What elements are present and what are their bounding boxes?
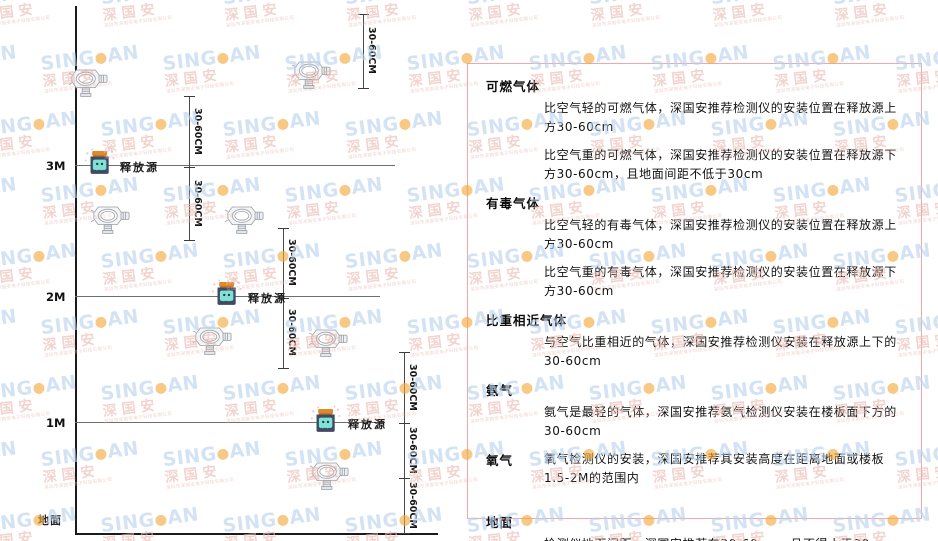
dimension-tick xyxy=(184,167,195,168)
section-heading-toxic-gas: 有毒气体 xyxy=(486,196,541,211)
level-label-3m: 3M xyxy=(46,159,66,173)
dimension-tick xyxy=(399,352,410,353)
dimension-tick xyxy=(184,96,195,97)
section-toxic-gas: 有毒气体 比空气轻的有毒气体，深国安推荐检测仪的安装位置在释放源上方30-60cm… xyxy=(486,193,907,301)
dimension-label: 30-60CM xyxy=(286,309,297,356)
dimension-label: 30-60CM xyxy=(407,363,418,411)
section-text-toxic-gas-2: 比空气重的有毒气体，深国安推荐检测仪的安装位置在释放源下方30-60cm xyxy=(544,265,897,298)
section-ground: 地面检测仪地面间距，深国安推荐在30-60cm，且不得小于30cm，因为过低容易… xyxy=(486,512,907,541)
dimension-tick xyxy=(399,423,410,424)
gas-detector-icon xyxy=(307,457,351,491)
section-similar-density-gas: 比重相近气体与空气比重相近的气体，深国安推荐检测仪安装在释放源上下的30-60c… xyxy=(486,310,907,371)
release-source-icon xyxy=(211,278,243,308)
section-text-ground-1: 检测仪地面间距，深国安推荐在30-60cm，且不得小于30cm，因为过低容易水浸… xyxy=(544,535,907,541)
dimension-line-group-b xyxy=(363,14,364,88)
section-text-ammonia-1: 氨气是最轻的气体，深国安推荐氨气检测仪安装在楼板面下方的30-60cm xyxy=(544,405,897,438)
section-heading-similar-density-gas: 比重相近气体 xyxy=(486,313,568,328)
dimension-line-group-a xyxy=(189,96,190,240)
section-heading-flammable-gas: 可燃气体 xyxy=(486,79,541,94)
release-source-icon xyxy=(310,405,342,435)
dimension-label: 30-60CM xyxy=(192,179,203,227)
section-flammable-gas: 可燃气体 比空气轻的可燃气体，深国安推荐检测仪的安装位置在释放源上方30-60cm… xyxy=(486,76,907,184)
gas-detector-icon xyxy=(88,201,132,235)
section-heading-ground: 地面 xyxy=(486,515,514,530)
section-heading-oxygen: 氧气 xyxy=(486,453,514,468)
level-label-2m: 2M xyxy=(46,290,66,304)
installation-height-diagram: 3M 2M 1M 30-60CM 30-60CM 30-60CM 30-60CM 30-60… xyxy=(0,0,460,541)
section-oxygen: 氧气 氧气检测仪的安装，深国安推荐其安装高度在距离地面或楼板1.5-2M的范围内 xyxy=(486,450,907,488)
level-label-1m: 1M xyxy=(46,416,66,430)
dimension-tick xyxy=(399,533,410,534)
recommendation-panel: 可燃气体 比空气轻的可燃气体，深国安推荐检测仪的安装位置在释放源上方30-60cm… xyxy=(467,63,922,541)
section-text-flammable-gas-1: 比空气轻的可燃气体，深国安推荐检测仪的安装位置在释放源上方30-60cm xyxy=(544,101,897,134)
section-heading-ammonia: 氨气 xyxy=(486,383,514,398)
release-source-icon xyxy=(84,147,116,177)
release-source-label-1: 释放源 xyxy=(120,161,159,174)
level-line-1m xyxy=(75,422,385,423)
section-ammonia: 氨气氨气是最轻的气体，深国安推荐氨气检测仪安装在楼板面下方的30-60cm xyxy=(486,380,907,441)
section-text-flammable-gas-2: 比空气重的可燃气体，深国安推荐检测仪的安装位置在释放源下方30-60cm，且地面… xyxy=(544,148,897,181)
gas-detector-icon xyxy=(190,322,234,356)
section-text-similar-density-gas-1: 与空气比重相近的气体，深国安推荐检测仪安装在释放源上下的30-60cm xyxy=(544,335,897,368)
dimension-tick xyxy=(184,240,195,241)
level-line-3m xyxy=(75,165,395,166)
dimension-label: 30-60CM xyxy=(407,481,418,529)
dimension-label: 30-60CM xyxy=(407,426,418,474)
dimension-tick xyxy=(399,478,410,479)
dimension-tick xyxy=(278,228,289,229)
vertical-axis xyxy=(75,6,77,535)
gas-detector-icon xyxy=(306,324,350,358)
ground-axis xyxy=(75,533,438,535)
ground-label: 地面 xyxy=(38,514,62,527)
gas-detector-icon xyxy=(66,64,110,98)
dimension-label: 30-60CM xyxy=(286,239,297,286)
dimension-tick xyxy=(358,14,369,15)
release-source-label-2: 释放源 xyxy=(248,292,287,305)
section-text-oxygen: 氧气检测仪的安装，深国安推荐其安装高度在距离地面或楼板1.5-2M的范围内 xyxy=(544,452,885,485)
dimension-tick xyxy=(358,88,369,89)
dimension-line-group-d xyxy=(404,352,405,533)
section-text-toxic-gas-1: 比空气轻的有毒气体，深国安推荐检测仪的安装位置在释放源上方30-60cm xyxy=(544,218,897,251)
gas-detector-icon xyxy=(222,201,266,235)
gas-detector-icon xyxy=(289,56,333,90)
dimension-label: 30-60CM xyxy=(192,107,203,155)
release-source-label-3: 释放源 xyxy=(348,418,387,431)
recommendation-panel-content: 可燃气体 比空气轻的可燃气体，深国安推荐检测仪的安装位置在释放源上方30-60cm… xyxy=(468,64,921,541)
dimension-tick xyxy=(278,368,289,369)
dimension-label: 30-60CM xyxy=(366,27,377,74)
dimension-tick xyxy=(278,298,289,299)
